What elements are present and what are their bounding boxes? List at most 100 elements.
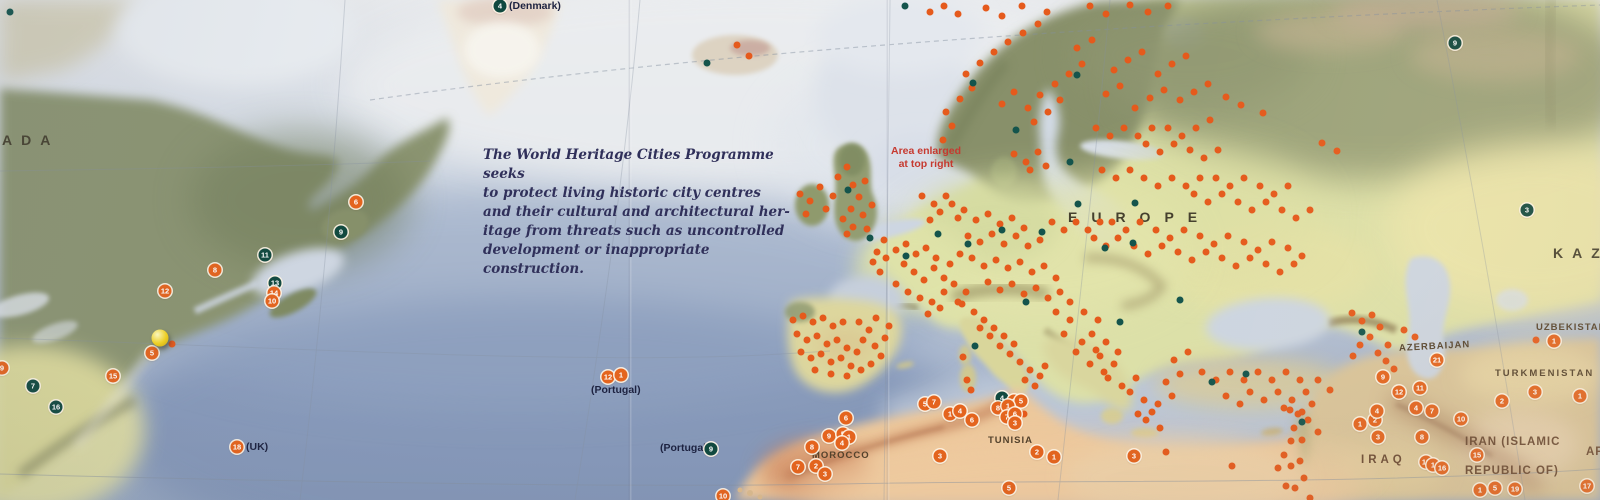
city-dot-orange — [948, 122, 956, 130]
city-dot-orange — [849, 181, 857, 189]
site-count-badge: 18 — [230, 440, 244, 454]
city-dot-orange — [1036, 91, 1044, 99]
city-dot-orange — [1276, 268, 1284, 276]
city-dot-orange — [910, 268, 918, 276]
city-dot-orange — [829, 192, 837, 200]
region-label: IRAQ — [1361, 454, 1406, 466]
city-dot-orange — [1278, 206, 1286, 214]
region-label: MOROCCO — [812, 450, 870, 461]
city-dot-orange — [1092, 124, 1100, 132]
city-dot-orange — [869, 258, 877, 266]
city-dot-orange — [1010, 88, 1018, 96]
site-count-badge: 1 — [943, 407, 957, 421]
city-dot-orange — [1100, 368, 1108, 376]
city-dot-orange — [1333, 147, 1341, 155]
city-dot-orange — [1158, 242, 1166, 250]
city-dot-orange — [1198, 368, 1206, 376]
city-dot-teal — [1066, 158, 1074, 166]
site-count-badge: 8 — [208, 263, 222, 277]
site-count-badge: 21 — [1430, 353, 1444, 367]
city-dot-orange — [960, 206, 968, 214]
city-dot-orange — [922, 244, 930, 252]
city-dot-orange — [954, 10, 962, 18]
site-count-badge: 12 — [601, 370, 615, 384]
site-count-badge: 12 — [1392, 385, 1406, 399]
city-dot-orange — [1112, 174, 1120, 182]
city-dot-orange — [1200, 154, 1208, 162]
city-dot-orange — [1010, 340, 1018, 348]
city-dot-teal — [902, 252, 910, 260]
city-dot-orange — [982, 4, 990, 12]
city-dot-orange — [963, 376, 971, 384]
city-dot-orange — [1168, 60, 1176, 68]
region-label: AZERBAIJAN — [1398, 339, 1471, 354]
city-dot-orange — [843, 163, 851, 171]
city-dot-teal — [703, 59, 711, 67]
city-dot-orange — [1012, 232, 1020, 240]
site-count-badge: 8 — [1415, 430, 1429, 444]
city-dot-orange — [1019, 29, 1027, 37]
city-dot-orange — [1094, 316, 1102, 324]
city-dot-orange — [976, 324, 984, 332]
city-dot-teal — [1358, 328, 1366, 336]
city-dot-orange — [1126, 1, 1134, 9]
city-dot-orange — [1092, 346, 1100, 354]
site-count-badge: 17 — [1580, 479, 1594, 493]
city-dot-orange — [1290, 260, 1298, 268]
city-dot-orange — [847, 362, 855, 370]
city-dot-orange — [1122, 226, 1130, 234]
site-count-badge: 3 — [818, 467, 832, 481]
city-dot-orange — [940, 2, 948, 10]
city-dot-orange — [1240, 238, 1248, 246]
city-dot-orange — [849, 223, 857, 231]
city-dot-orange — [1010, 150, 1018, 158]
city-dot-orange — [1146, 94, 1154, 102]
city-dot-orange — [1008, 214, 1016, 222]
city-dot-orange — [980, 316, 988, 324]
city-dot-orange — [1384, 341, 1392, 349]
city-dot-teal — [1101, 244, 1109, 252]
city-dot-orange — [1106, 132, 1114, 140]
city-dot-orange — [1260, 396, 1268, 404]
region-label: TURKMENISTAN — [1495, 368, 1595, 379]
city-dot-orange — [1240, 376, 1248, 384]
city-dot-orange — [839, 215, 847, 223]
city-dot-orange — [876, 268, 884, 276]
region-label: (UK) — [246, 441, 269, 453]
city-dot-teal — [1074, 200, 1082, 208]
city-dot-orange — [1080, 308, 1088, 316]
yellow-map-pin — [151, 329, 169, 347]
city-dot-orange — [1008, 280, 1016, 288]
city-dot-orange — [868, 201, 876, 209]
city-dot-teal — [998, 226, 1006, 234]
city-dot-orange — [892, 246, 900, 254]
city-dot-orange — [930, 200, 938, 208]
site-count-badge: 7 — [791, 460, 805, 474]
city-dot-orange — [1131, 104, 1139, 112]
region-label: KAZA — [1553, 245, 1600, 261]
site-count-badge: 2 — [1495, 394, 1509, 408]
city-dot-orange — [942, 108, 950, 116]
city-dot-orange — [1182, 52, 1190, 60]
city-dot-orange — [1228, 462, 1236, 470]
city-dot-orange — [1048, 218, 1056, 226]
region-label: (Portugal) — [591, 384, 641, 396]
city-dot-orange — [1280, 404, 1288, 412]
city-dot-orange — [1114, 234, 1122, 242]
city-dot-orange — [920, 276, 928, 284]
city-dot-orange — [733, 41, 741, 49]
site-count-badge: 10 — [1454, 412, 1468, 426]
city-dot-orange — [1190, 190, 1198, 198]
city-dot-orange — [834, 173, 842, 181]
city-dot-teal — [969, 79, 977, 87]
city-dot-orange — [1026, 366, 1034, 374]
site-count-badge: 8 — [991, 401, 1005, 415]
city-dot-orange — [1348, 309, 1356, 317]
city-dot-orange — [1044, 294, 1052, 302]
city-dot-orange — [1390, 365, 1398, 373]
city-dot-orange — [1138, 48, 1146, 56]
city-dot-orange — [1052, 308, 1060, 316]
city-dot-orange — [912, 250, 920, 258]
city-dot-orange — [1004, 38, 1012, 46]
